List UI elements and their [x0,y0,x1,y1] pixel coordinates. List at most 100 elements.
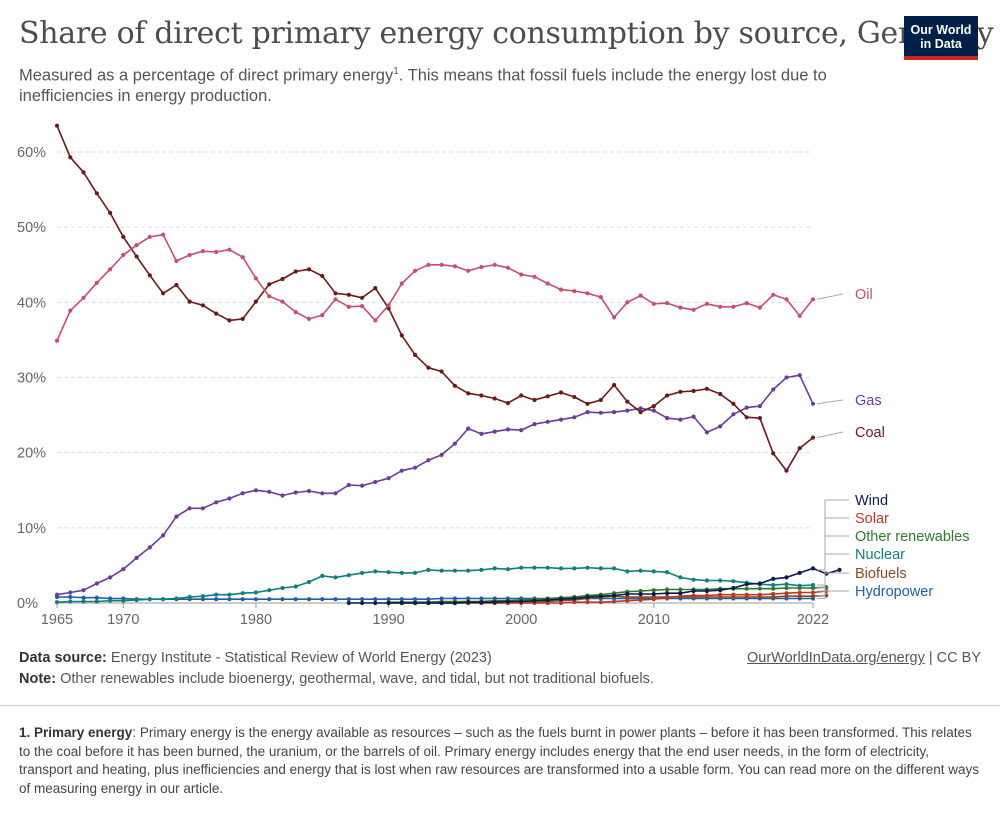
series-label-wind: Wind [855,493,888,509]
data-point-hydro [68,594,73,600]
data-point-coal [227,318,232,323]
data-point-gas [108,575,113,580]
data-point-nuclear [54,600,60,605]
data-point-oil [691,307,696,312]
footnote-text: : Primary energy is the energy available… [19,725,980,796]
data-point-biofuels [784,594,789,599]
data-point-biofuels [771,594,776,600]
data-point-coal [466,391,471,396]
data-point-coal [293,269,298,274]
data-point-nuclear [505,567,510,572]
data-point-wind [718,588,723,593]
data-point-gas [227,496,232,501]
data-point-hydro [333,597,338,602]
data-point-oil [810,297,816,302]
data-point-coal [452,383,457,388]
data-point-oil [280,299,285,304]
data-point-wind [837,567,842,573]
data-point-gas [386,476,391,481]
data-point-coal [68,155,73,160]
series-labels: Oil Gas Coal Wind Solar Other renewables Nucle… [816,287,969,600]
data-point-oil [625,300,630,305]
leader-line-other [817,535,849,588]
leader-line-hydro [817,590,849,599]
data-point-gas [492,429,497,434]
x-tick-label: 1970 [107,612,139,628]
data-point-wind [373,600,378,606]
data-point-oil [545,281,550,286]
data-point-coal [306,267,312,272]
data-point-gas [54,592,60,597]
data-point-coal [625,399,630,404]
data-point-coal [161,291,166,296]
data-point-oil [373,318,378,323]
data-point-hydro [267,597,272,602]
data-point-nuclear [187,594,192,600]
data-point-coal [121,234,126,239]
data-point-nuclear [346,573,351,578]
data-point-oil [214,249,219,255]
series-line-other [388,586,827,604]
data-point-gas [147,545,152,550]
y-tick-label: 60% [17,145,46,161]
data-point-wind [545,597,550,603]
data-point-gas [718,424,723,429]
data-point-wind [678,591,683,596]
data-point-gas [320,491,325,496]
data-point-solar [691,593,696,598]
data-point-nuclear [638,568,643,573]
data-point-coal [426,365,431,370]
data-point-oil [134,243,139,248]
data-point-hydro [280,597,285,602]
owid-logo[interactable]: Our World in Data [904,16,978,60]
source-label: Data source: [19,650,107,666]
license-text[interactable]: | CC BY [924,650,981,666]
data-point-oil [612,315,617,320]
data-point-oil [227,247,232,252]
data-point-wind [386,600,391,606]
data-point-nuclear [651,569,656,574]
data-point-nuclear [399,570,404,576]
data-point-solar [744,592,749,597]
owid-energy-link[interactable]: OurWorldInData.org/energy [747,650,925,666]
data-point-gas [810,401,816,406]
data-point-nuclear [108,598,113,603]
data-point-solar [612,599,617,604]
data-point-oil [678,305,683,310]
data-point-nuclear [718,578,723,583]
data-point-nuclear [267,588,272,593]
data-point-other [757,586,763,591]
data-point-nuclear [373,569,378,574]
data-point-oil [797,313,802,318]
note-label: Note: [19,671,57,687]
data-point-gas [665,416,670,421]
data-point-wind [744,582,749,587]
data-point-gas [267,489,272,494]
grid-lines [57,151,813,604]
data-point-hydro [320,597,325,602]
data-point-oil [519,272,524,277]
series-label-gas: Gas [855,393,882,409]
data-point-coal [545,394,550,399]
y-tick-label: 0% [17,596,38,612]
series-label-hydro: Hydropower [855,584,933,600]
data-point-hydro [360,597,365,602]
data-point-wind [479,600,484,605]
data-point-biofuels [638,594,643,600]
data-point-coal [240,316,245,321]
data-point-oil [784,297,789,302]
data-point-solar [731,592,736,597]
data-point-wind [572,596,577,601]
data-point-gas [200,506,205,511]
data-point-solar [651,597,656,602]
data-point-wind [492,600,497,605]
note-line: Note: Other renewables include bioenergy… [19,669,981,690]
data-point-coal [492,396,497,401]
data-point-nuclear [333,575,338,580]
data-point-wind [665,591,670,596]
data-point-hydro [346,597,351,602]
footnote-ref[interactable]: 1 [393,66,399,77]
data-point-gas [572,415,577,420]
data-point-coal [373,286,378,291]
data-point-gas [214,500,219,505]
